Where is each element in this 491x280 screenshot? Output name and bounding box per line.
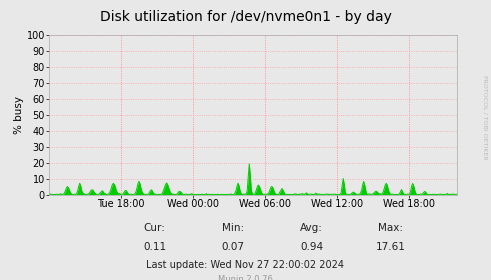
Text: Avg:: Avg: [300,223,323,233]
Y-axis label: % busy: % busy [14,96,24,134]
Text: Max:: Max: [378,223,403,233]
Text: Cur:: Cur: [144,223,165,233]
Text: Min:: Min: [222,223,245,233]
Text: 0.94: 0.94 [300,242,324,252]
Text: Disk utilization for /dev/nvme0n1 - by day: Disk utilization for /dev/nvme0n1 - by d… [100,10,391,24]
Text: Last update: Wed Nov 27 22:00:02 2024: Last update: Wed Nov 27 22:00:02 2024 [146,260,345,270]
Text: 0.11: 0.11 [143,242,166,252]
Text: 0.07: 0.07 [222,242,245,252]
Text: PROTOCOL / TOBI OETIKER: PROTOCOL / TOBI OETIKER [483,75,488,160]
Text: 17.61: 17.61 [376,242,405,252]
Text: Munin 2.0.76: Munin 2.0.76 [218,275,273,280]
